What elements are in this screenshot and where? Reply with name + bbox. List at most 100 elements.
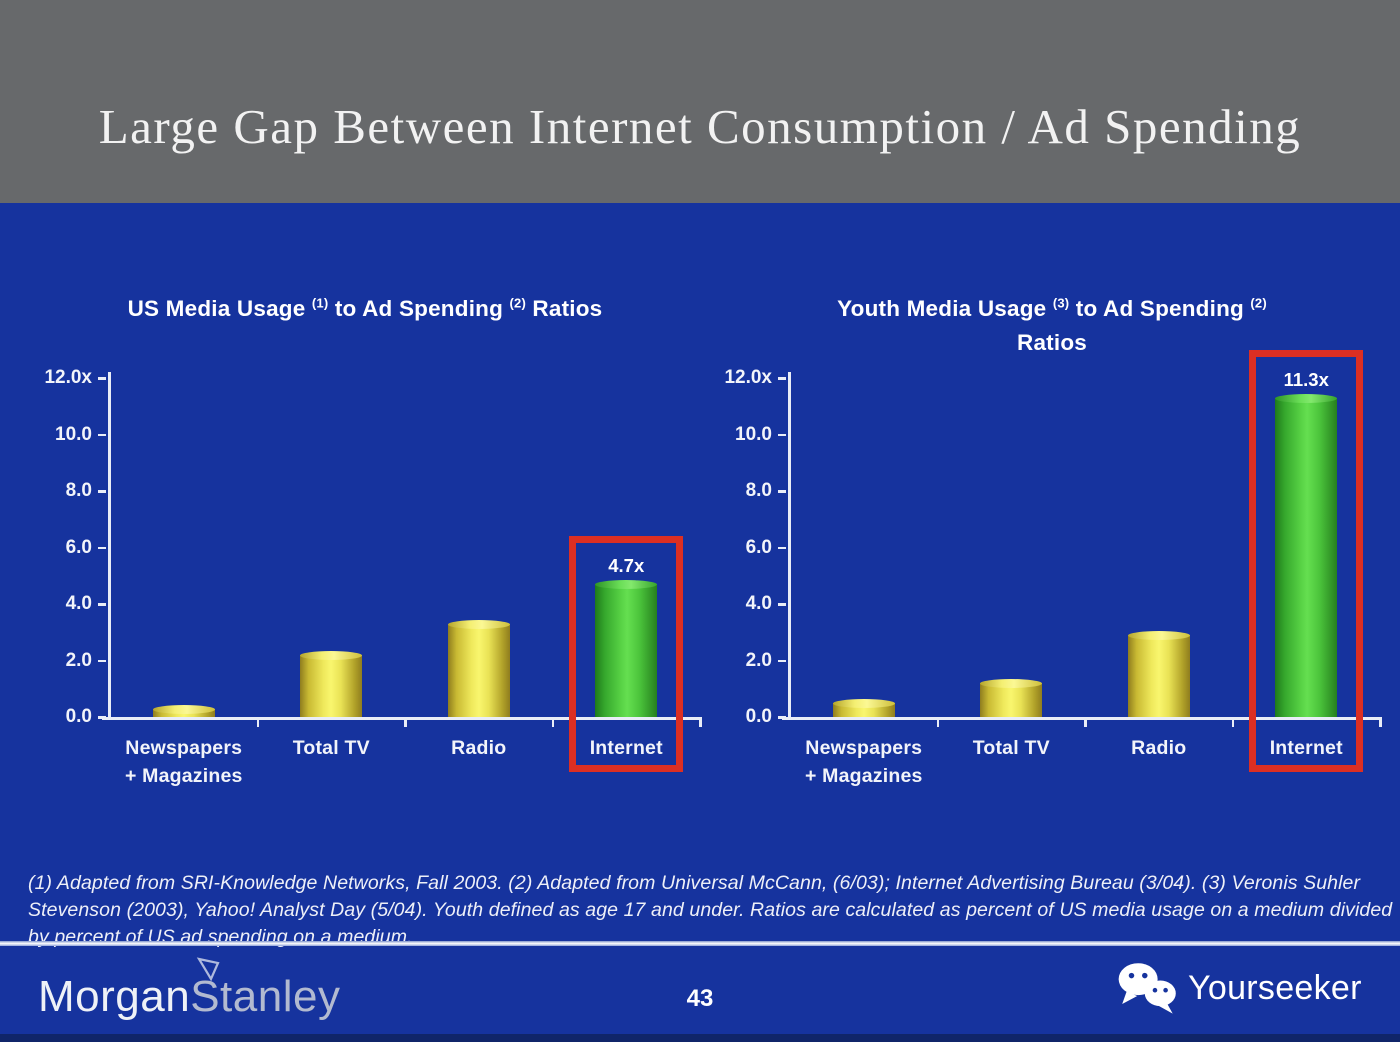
bar-radio — [1127, 635, 1190, 717]
y-tick — [98, 659, 106, 662]
y-tick-label: 6.0 — [745, 536, 772, 558]
y-tick — [778, 603, 786, 606]
title-text-line2: Ratios — [1017, 330, 1087, 355]
title-text: Youth Media Usage — [837, 296, 1053, 321]
title-superscript: (2) — [509, 295, 526, 311]
morgan-stanley-logo-stanley: Stanley — [190, 972, 341, 1021]
y-tick — [98, 433, 106, 436]
y-tick-label: 12.0x — [44, 367, 92, 388]
title-superscript: (3) — [1052, 295, 1070, 311]
x-tick — [551, 717, 554, 727]
highlight-value-label: 11.3x — [1283, 368, 1329, 390]
y-tick-label: 4.0 — [745, 593, 772, 614]
bar-top-cap — [832, 698, 895, 708]
x-axis — [782, 717, 1382, 720]
morgan-stanley-logo-morgan: Morgan — [38, 972, 191, 1021]
y-tick-label: 2.0 — [65, 649, 92, 671]
x-tick — [404, 717, 407, 727]
y-tick — [98, 603, 106, 606]
morgan-stanley-triangle-icon — [196, 957, 220, 982]
y-tick — [778, 659, 786, 662]
bar-top-cap — [300, 650, 363, 660]
x-category-label-line: Radio — [451, 737, 507, 759]
x-category-label-line: Total TV — [292, 737, 370, 759]
title-superscript: (2) — [1250, 295, 1267, 311]
y-tick — [98, 377, 106, 380]
title-text: to Ad Spending — [328, 296, 510, 321]
y-tick-label: 0.0 — [745, 706, 772, 727]
y-tick-label: 10.0 — [55, 423, 92, 445]
x-category-label: Radio — [394, 734, 564, 762]
bar-top-cap — [447, 619, 510, 629]
x-category-label-line: Internet — [589, 737, 663, 759]
x-category-label: Internet — [541, 734, 711, 762]
x-category-label: Newspapers + Magazines — [779, 734, 949, 790]
y-tick-label: 8.0 — [745, 480, 772, 501]
x-category-label: Total TV — [246, 734, 416, 762]
bar-top-cap — [1275, 393, 1338, 403]
slide-title: Large Gap Between Internet Consumption /… — [98, 99, 1302, 154]
x-category-label-line: + Magazines — [804, 765, 923, 787]
footer-divider — [0, 941, 1400, 946]
bar-total-tv — [300, 654, 363, 717]
x-category-label: Total TV — [926, 734, 1096, 762]
y-tick — [778, 716, 786, 719]
y-tick-label: 6.0 — [65, 536, 92, 558]
y-tick — [778, 433, 786, 436]
bar-top-cap — [980, 679, 1043, 689]
y-tick — [778, 490, 786, 493]
footnote-line-2: Stevenson (2003), Yahoo! Analyst Day (5/… — [28, 899, 1393, 921]
y-tick-label: 2.0 — [745, 649, 772, 671]
bar-top-cap — [1127, 631, 1190, 641]
x-category-label-line: Total TV — [972, 737, 1050, 759]
y-tick — [778, 377, 786, 380]
y-tick — [98, 546, 106, 549]
x-axis — [102, 717, 702, 720]
x-category-label-line: Radio — [1131, 737, 1187, 759]
x-category-label-line: Internet — [1269, 737, 1343, 759]
y-tick — [98, 490, 106, 493]
x-category-label: Internet — [1221, 734, 1391, 762]
bar-top-cap — [595, 580, 658, 590]
slide-header: Large Gap Between Internet Consumption /… — [0, 0, 1400, 203]
x-tick — [1379, 717, 1382, 727]
title-text: to Ad Spending — [1069, 296, 1251, 321]
bar-total-tv — [980, 683, 1043, 717]
chart-title: Youth Media Usage (3) to Ad Spending (2)… — [722, 292, 1382, 360]
x-tick — [256, 717, 259, 727]
bar-radio — [447, 623, 510, 717]
y-tick-label: 0.0 — [65, 706, 92, 727]
title-superscript: (1) — [311, 295, 329, 311]
chart-title: US Media Usage (1) to Ad Spending (2) Ra… — [35, 292, 695, 326]
yourseeker-label: Yourseeker — [1188, 968, 1362, 1007]
x-tick — [1084, 717, 1087, 727]
footnote-line-1: (1) Adapted from SRI-Knowledge Networks,… — [28, 872, 1361, 894]
bar-internet — [595, 584, 658, 717]
y-tick — [778, 546, 786, 549]
x-category-label: Newspapers + Magazines — [99, 734, 269, 790]
bar-top-cap — [152, 704, 215, 714]
highlight-value-label: 4.7x — [608, 555, 645, 577]
highlight-box — [569, 536, 684, 772]
x-tick — [1231, 717, 1234, 727]
x-tick — [699, 717, 702, 727]
y-tick-label: 4.0 — [65, 593, 92, 614]
title-text: US Media Usage — [127, 296, 312, 321]
wechat-icon — [1118, 963, 1176, 1014]
y-axis — [788, 372, 791, 720]
bottom-edge-strip — [0, 1034, 1400, 1042]
bar-internet — [1275, 397, 1338, 717]
x-category-label: Radio — [1074, 734, 1244, 762]
yourseeker-brand: Yourseeker — [1116, 960, 1362, 1016]
x-category-label-line: Newspapers — [125, 737, 243, 759]
y-tick-label: 8.0 — [65, 480, 92, 501]
x-category-label-line: + Magazines — [124, 765, 243, 787]
morgan-stanley-logo: MorganStanley — [38, 972, 340, 1022]
y-tick-label: 10.0 — [735, 423, 772, 445]
footnote-line-3: by percent of US ad spending on a medium… — [28, 926, 413, 948]
y-tick — [98, 716, 106, 719]
highlight-box — [1249, 349, 1364, 772]
y-tick-label: 12.0x — [724, 367, 772, 388]
x-tick — [936, 717, 939, 727]
